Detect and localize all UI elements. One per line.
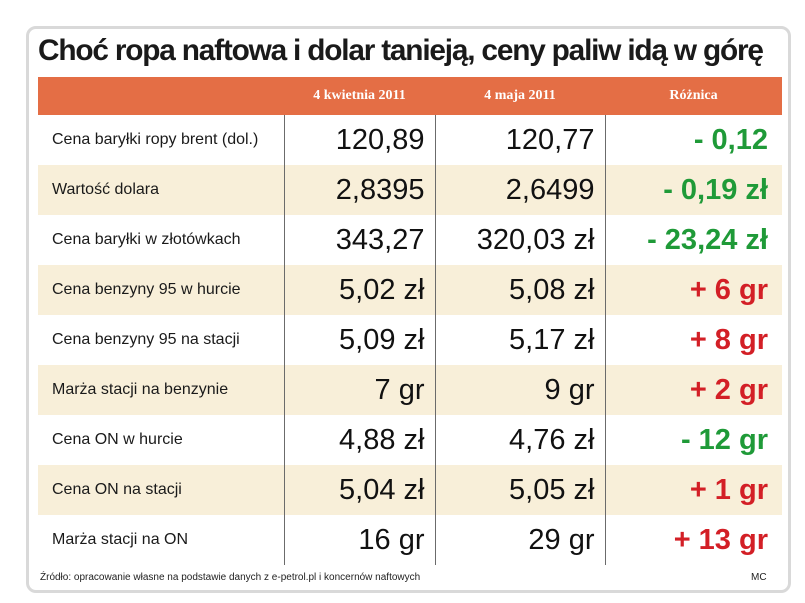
header-may-column: 4 maja 2011	[435, 77, 605, 115]
may-value: 2,6499	[434, 165, 605, 215]
row-label: Marża stacji na benzynie	[38, 365, 284, 415]
header-difference-column: Różnica	[605, 77, 782, 115]
may-value: 29 gr	[434, 515, 605, 565]
row-label: Wartość dolara	[38, 165, 284, 215]
table-row: Cena baryłki ropy brent (dol.) 120,89 120,…	[38, 115, 782, 165]
row-label: Cena baryłki w złotówkach	[38, 215, 284, 265]
row-label: Cena ON w hurcie	[38, 415, 284, 465]
page-title: Choć ropa naftowa i dolar tanieją, ceny …	[38, 34, 764, 67]
header-label-column	[38, 77, 284, 115]
difference-value: + 8 gr	[604, 315, 782, 365]
may-value: 320,03 zł	[434, 215, 605, 265]
april-value: 5,02 zł	[283, 265, 435, 315]
table-row: Cena baryłki w złotówkach 343,27 320,03 zł…	[38, 215, 782, 265]
table-row: Cena ON na stacji 5,04 zł 5,05 zł + 1 gr	[38, 465, 782, 515]
april-value: 4,88 zł	[283, 415, 435, 465]
table-row: Cena ON w hurcie 4,88 zł 4,76 zł - 12 gr	[38, 415, 782, 465]
table-header-row: 4 kwietnia 2011 4 maja 2011 Różnica	[38, 77, 782, 115]
row-label: Cena baryłki ropy brent (dol.)	[38, 115, 284, 165]
april-value: 120,89	[283, 115, 435, 165]
table-row: Marża stacji na ON 16 gr 29 gr + 13 gr	[38, 515, 782, 565]
row-label: Cena benzyny 95 na stacji	[38, 315, 284, 365]
april-value: 7 gr	[283, 365, 435, 415]
source-note: Źródło: opracowanie własne na podstawie …	[40, 572, 421, 583]
fuel-price-table: 4 kwietnia 2011 4 maja 2011 Różnica Cena…	[38, 77, 782, 565]
difference-value: - 23,24 zł	[604, 215, 782, 265]
difference-value: - 12 gr	[604, 415, 782, 465]
may-value: 9 gr	[434, 365, 605, 415]
difference-value: + 6 gr	[604, 265, 782, 315]
row-label: Marża stacji na ON	[38, 515, 284, 565]
may-value: 5,17 zł	[434, 315, 605, 365]
header-april-column: 4 kwietnia 2011	[284, 77, 435, 115]
april-value: 343,27	[283, 215, 435, 265]
difference-value: - 0,19 zł	[604, 165, 782, 215]
difference-value: + 13 gr	[604, 515, 782, 565]
table-row: Cena benzyny 95 na stacji 5,09 zł 5,17 zł +…	[38, 315, 782, 365]
may-value: 120,77	[434, 115, 605, 165]
difference-value: + 2 gr	[604, 365, 782, 415]
table-row: Marża stacji na benzynie 7 gr 9 gr + 2 gr	[38, 365, 782, 415]
difference-value: + 1 gr	[604, 465, 782, 515]
april-value: 5,09 zł	[283, 315, 435, 365]
row-label: Cena ON na stacji	[38, 465, 284, 515]
author-initials: MC	[751, 572, 767, 583]
difference-value: - 0,12	[604, 115, 782, 165]
april-value: 16 gr	[283, 515, 435, 565]
april-value: 5,04 zł	[283, 465, 435, 515]
row-label: Cena benzyny 95 w hurcie	[38, 265, 284, 315]
table-row: Wartość dolara 2,8395 2,6499- 0,19 zł	[38, 165, 782, 215]
may-value: 4,76 zł	[434, 415, 605, 465]
may-value: 5,08 zł	[434, 265, 605, 315]
may-value: 5,05 zł	[434, 465, 605, 515]
table-row: Cena benzyny 95 w hurcie 5,02 zł 5,08 zł + …	[38, 265, 782, 315]
april-value: 2,8395	[283, 165, 435, 215]
